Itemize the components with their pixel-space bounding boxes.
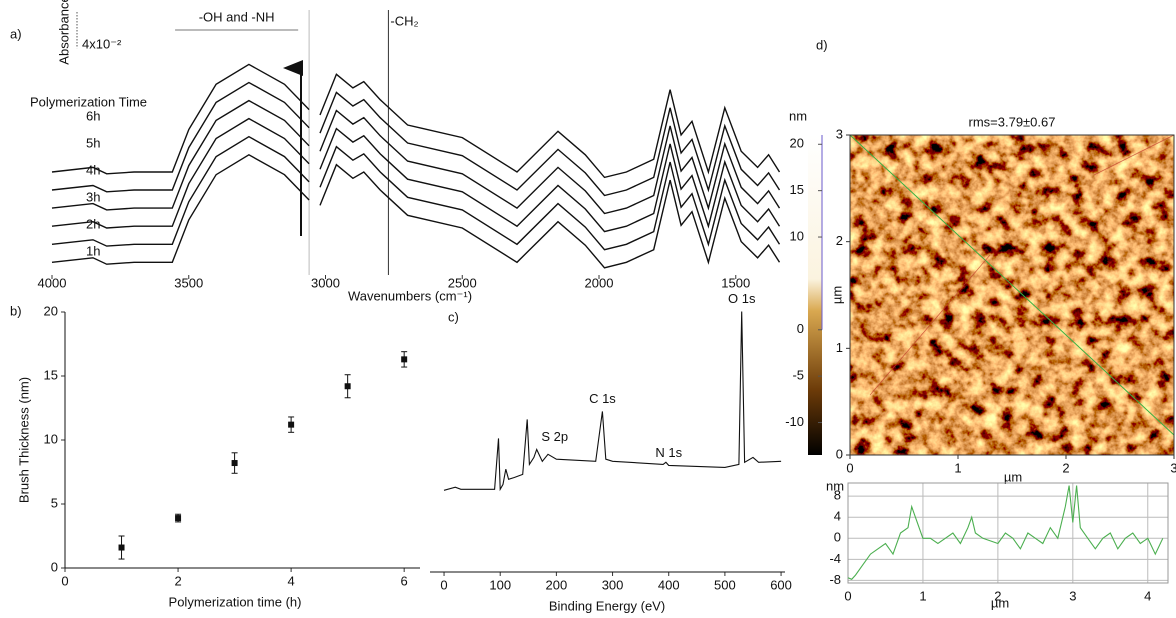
x-tick-label: 0 xyxy=(844,588,851,603)
y-tick-label: 15 xyxy=(44,367,58,382)
x-tick-label: 2500 xyxy=(448,275,477,290)
y-tick-label: 10 xyxy=(44,431,58,446)
x-axis-label: µm xyxy=(991,595,1009,610)
colorbar-tick-label: 20 xyxy=(790,136,804,151)
point xyxy=(344,383,351,390)
x-tick-label: 2 xyxy=(994,588,1001,603)
panel-label: c) xyxy=(448,309,459,324)
x-tick-label: 3000 xyxy=(311,275,340,290)
profile-path xyxy=(849,134,1175,436)
x-axis-label: Polymerization time (h) xyxy=(169,594,302,609)
y-axis-label: Brush Thickness (nm) xyxy=(16,377,31,503)
x-tick-label: 1 xyxy=(954,460,961,475)
spectrum-line xyxy=(51,81,781,197)
colorbar-label: nm xyxy=(789,108,807,123)
spectrum-line xyxy=(51,99,781,215)
x-axis-label: Binding Energy (eV) xyxy=(549,598,665,613)
point xyxy=(175,515,182,522)
x-tick-label: 600 xyxy=(770,577,792,592)
series-label: 2h xyxy=(86,216,100,231)
data-line xyxy=(847,485,1164,580)
series-label: 6h xyxy=(86,108,100,123)
colorbar-tick-label: -5 xyxy=(792,368,804,383)
y-tick-label: -4 xyxy=(829,551,841,566)
y-tick-label: 5 xyxy=(51,495,58,510)
point xyxy=(231,460,238,467)
spectrum-line xyxy=(51,63,781,179)
peak-label: N 1s xyxy=(655,445,682,460)
peak-label: C 1s xyxy=(589,391,616,406)
x-tick-label: 3500 xyxy=(174,275,203,290)
afm-image xyxy=(850,135,1174,455)
point xyxy=(288,421,295,428)
colorbar-tick-label: -10 xyxy=(785,414,804,429)
y-tick-label: -8 xyxy=(829,572,841,587)
point xyxy=(401,356,408,363)
x-tick-label: 1 xyxy=(919,588,926,603)
x-tick-label: 6 xyxy=(401,573,408,588)
x-tick-label: 100 xyxy=(489,577,511,592)
x-tick-label: 0 xyxy=(846,460,853,475)
colorbar-tick-label: 0 xyxy=(797,321,804,336)
legend-title: Polymerization Time xyxy=(30,94,147,109)
peak-label: S 2p xyxy=(541,429,568,444)
x-tick-label: 200 xyxy=(546,577,568,592)
spectrum-line xyxy=(51,117,781,233)
peak-label: O 1s xyxy=(728,291,756,306)
y-tick-label: 0 xyxy=(51,559,58,574)
y-tick-label: 8 xyxy=(834,488,841,503)
x-tick-label: 1500 xyxy=(721,275,750,290)
x-tick-label: 2000 xyxy=(585,275,614,290)
annotation: -CH₂ xyxy=(390,13,418,28)
image-frame xyxy=(849,134,1175,456)
panel-label: d) xyxy=(816,37,828,52)
y-tick-label: 3 xyxy=(836,126,843,141)
y-axis-label: nm xyxy=(826,478,844,493)
y-tick-label: 0 xyxy=(836,446,843,461)
chart-title: rms=3.79±0.67 xyxy=(969,114,1056,129)
y-tick-label: 2 xyxy=(836,233,843,248)
y-tick-label: 4 xyxy=(834,509,841,524)
x-tick-label: 2 xyxy=(1062,460,1069,475)
x-tick-label: 3 xyxy=(1069,588,1076,603)
x-tick-label: 4 xyxy=(287,573,294,588)
x-tick-label: 3 xyxy=(1170,460,1176,475)
x-tick-label: 400 xyxy=(658,577,680,592)
x-tick-label: 0 xyxy=(61,573,68,588)
y-tick-label: 1 xyxy=(836,340,843,355)
x-tick-label: 500 xyxy=(714,577,736,592)
point xyxy=(118,544,125,551)
colorbar-tick-label: 10 xyxy=(790,228,804,243)
x-tick-label: 4000 xyxy=(38,275,67,290)
y-axis-label: Absorbance xyxy=(56,0,71,65)
x-tick-label: 2 xyxy=(174,573,181,588)
x-axis-label: µm xyxy=(1004,469,1022,484)
y-tick-label: 0 xyxy=(834,530,841,545)
x-axis-label: Wavenumbers (cm⁻¹) xyxy=(348,288,472,303)
series-label: 4h xyxy=(86,162,100,177)
y-axis-label: µm xyxy=(829,286,844,304)
plot-frame xyxy=(847,482,1169,584)
series-label: 1h xyxy=(86,243,100,258)
colorbar xyxy=(808,135,822,455)
colorbar-tick-label: 15 xyxy=(790,182,804,197)
series-label: 5h xyxy=(86,135,100,150)
y-tick-label: 20 xyxy=(44,303,58,318)
scan-marks xyxy=(869,134,1175,396)
x-tick-label: 4 xyxy=(1144,588,1151,603)
scale-bar-label: 4x10⁻² xyxy=(82,37,122,52)
panel-label: a) xyxy=(10,26,22,41)
panel-label: b) xyxy=(10,303,22,318)
spectrum-line xyxy=(51,135,781,251)
series-label: 3h xyxy=(86,189,100,204)
x-tick-label: 0 xyxy=(440,577,447,592)
data-line xyxy=(443,311,782,492)
annotation: -OH and -NH xyxy=(199,9,275,24)
spectrum-line xyxy=(51,153,781,269)
x-tick-label: 300 xyxy=(602,577,624,592)
